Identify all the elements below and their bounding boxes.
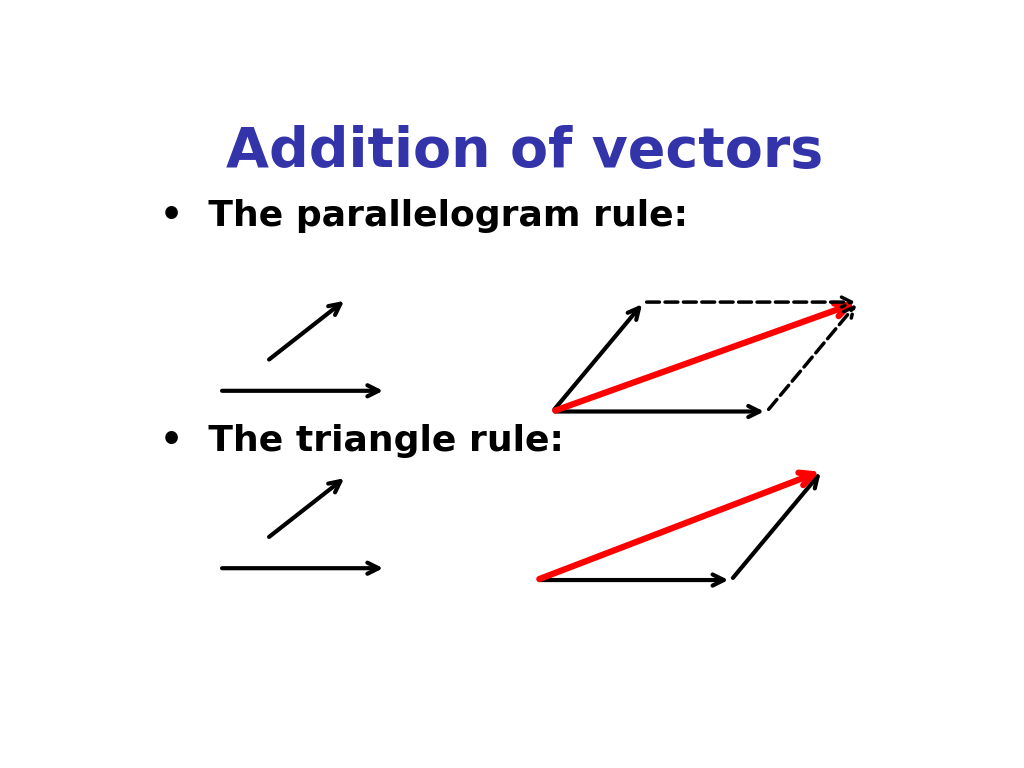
Text: Addition of vectors: Addition of vectors — [226, 124, 823, 179]
Text: •  The parallelogram rule:: • The parallelogram rule: — [160, 200, 688, 233]
Text: •  The triangle rule:: • The triangle rule: — [160, 424, 563, 458]
